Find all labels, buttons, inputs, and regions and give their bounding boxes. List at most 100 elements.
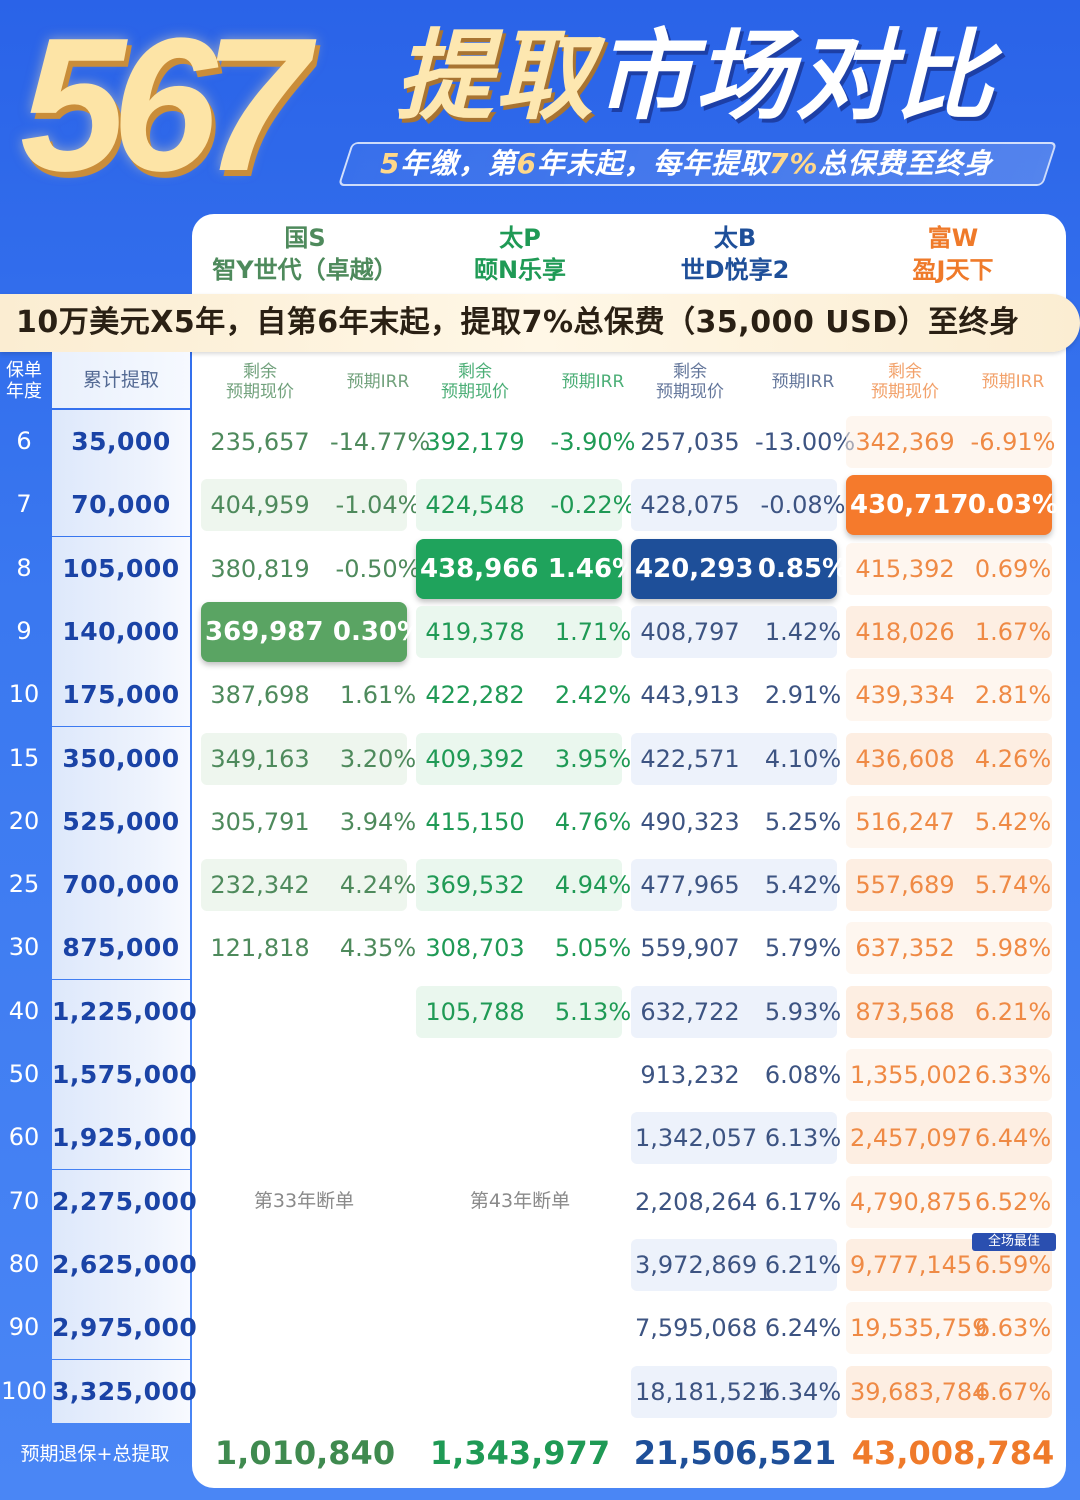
table-row: 7 70,000 404,959 -1.04% 424,548 -0.22% 428,075…: [0, 473, 1080, 537]
remain-value: 235,657: [210, 428, 310, 456]
irr-value: -3.90%: [550, 428, 636, 456]
table-row: 25 700,000 232,342 4.24% 369,532 4.94% 477,965…: [0, 853, 1080, 917]
remain-value: 387,698: [210, 681, 310, 710]
remain-value: 436,608: [855, 744, 955, 773]
irr-value: -0.08%: [760, 491, 846, 520]
irr-value: 6.17%: [764, 1187, 842, 1216]
remain-value: 873,568: [855, 997, 955, 1026]
row-stripe: [846, 605, 1052, 658]
row-stripe: [201, 859, 407, 912]
irr-value: -0.50%: [335, 554, 421, 583]
remain-header: 剩余 预期现价: [635, 362, 745, 406]
table-row: 20 525,000 305,791 3.94% 415,150 4.76% 490,323…: [0, 789, 1080, 853]
irr-value: 5.79%: [764, 934, 842, 963]
hero-number: 567: [20, 0, 309, 211]
row-year: 10: [8, 680, 40, 709]
row-stripe: [416, 605, 622, 658]
irr-value: 5.42%: [764, 871, 842, 900]
footer-total: 1,343,977: [429, 1434, 611, 1472]
irr-value: 5.74%: [974, 871, 1052, 900]
remain-value: 424,548: [425, 491, 525, 520]
row-cumulative: 3,325,000: [52, 1359, 197, 1423]
irr-value: 3.95%: [554, 744, 632, 773]
row-cumulative: 525,000: [52, 789, 190, 853]
irr-value: 4.24%: [339, 871, 417, 900]
hero-header: 567 提取市场对比 5年缴，第6年末起，每年提取7%总保费至终身: [0, 0, 1080, 215]
remain-header: 剩余 预期现价: [850, 362, 960, 406]
remain-value: 420,293: [635, 553, 754, 584]
remain-value: 913,232: [640, 1061, 740, 1089]
remain-header-line: 预期现价: [871, 382, 939, 402]
irr-value: 6.08%: [764, 1061, 842, 1089]
row-stripe: [416, 479, 622, 532]
row-stripe: [631, 479, 837, 532]
footer-total: 21,506,521: [633, 1434, 837, 1472]
remain-value: 9,777,145: [850, 1250, 973, 1279]
subtitle-part: 6: [516, 147, 537, 180]
remain-value: 516,247: [855, 807, 955, 836]
row-cumulative: 2,625,000: [52, 1232, 197, 1296]
remain-value: 415,392: [855, 554, 955, 583]
table-row: 30 875,000 121,818 4.35% 308,703 5.05% 559,907…: [0, 916, 1080, 980]
product-name: 智Y世代（卓越）: [212, 256, 398, 284]
row-stripe: [846, 985, 1052, 1038]
irr-value: 5.05%: [554, 934, 632, 963]
irr-value: 0.03%: [967, 490, 1059, 521]
footer-total: 43,008,784: [851, 1434, 1055, 1472]
row-cumulative: 35,000: [52, 410, 190, 473]
row-year: 60: [8, 1123, 40, 1152]
subtitle-part: 7%: [769, 147, 819, 180]
remain-value: 369,532: [425, 871, 525, 900]
highlight-box: [631, 538, 837, 599]
irr-value: 6.21%: [974, 997, 1052, 1026]
product-header: 国S 智Y世代（卓越）: [195, 222, 415, 294]
table-row: 9 140,000 369,987 0.30% 419,378 1.71% 408,797 1…: [0, 599, 1080, 663]
row-stripe: [846, 1112, 1052, 1165]
remain-value: 415,150: [425, 807, 525, 836]
row-stripe: [201, 479, 407, 532]
row-stripe: [631, 1238, 837, 1291]
irr-value: -14.77%: [330, 428, 431, 456]
subtitle-part: 5: [380, 147, 401, 180]
subtitle-part: 年缴，第: [400, 147, 517, 180]
product-company: 富W: [927, 224, 979, 252]
remain-value: 18,181,521: [635, 1377, 773, 1406]
row-cumulative: 875,000: [52, 916, 190, 980]
remain-header: 剩余 预期现价: [420, 362, 530, 406]
product-name: 世D悦享2: [680, 256, 790, 284]
irr-value: 6.13%: [764, 1124, 842, 1153]
remain-value: 369,987: [205, 616, 324, 647]
product-company: 国S: [284, 224, 326, 252]
row-year: 40: [8, 996, 40, 1025]
irr-value: 6.24%: [764, 1314, 842, 1343]
remain-value: 7,595,068: [635, 1314, 758, 1343]
row-cumulative: 1,225,000: [52, 979, 197, 1043]
remain-value: 39,683,784: [850, 1377, 988, 1406]
row-stripe: [846, 542, 1052, 595]
row-stripe: [416, 985, 622, 1038]
table-row: 50 1,575,000 913,232 6.08% 1,355,002 6.33%: [0, 1043, 1080, 1106]
irr-value: 6.67%: [974, 1377, 1052, 1406]
row-stripe: [846, 732, 1052, 785]
row-year: 25: [8, 870, 40, 899]
remain-value: 3,972,869: [635, 1250, 758, 1279]
irr-value: 0.30%: [332, 616, 424, 647]
table-row: 90 2,975,000 7,595,068 6.24% 19,535,759 6.63%: [0, 1296, 1080, 1360]
remain-value: 443,913: [640, 681, 740, 710]
table-row: 15 350,000 349,163 3.20% 409,392 3.95% 422,571…: [0, 726, 1080, 790]
irr-value: 2.91%: [764, 681, 842, 710]
irr-value: 5.25%: [764, 807, 842, 836]
row-year: 9: [16, 616, 32, 645]
row-cumulative: 1,575,000: [52, 1043, 197, 1106]
remain-value: 430,717: [850, 490, 969, 521]
hero-title-white: 市场对比: [595, 20, 996, 134]
table-row: 6 35,000 235,657 -14.77% 392,179 -3.90% 257,03…: [0, 410, 1080, 473]
remain-value: 418,026: [855, 617, 955, 646]
table-row: 70 2,275,000 2,208,264 6.17% 4,790,875 6.52%: [0, 1169, 1080, 1233]
footer-total: 1,010,840: [214, 1434, 396, 1472]
cumulative-header: 累计提取: [52, 352, 190, 408]
irr-value: 5.42%: [974, 807, 1052, 836]
row-stripe: [846, 922, 1052, 975]
year-header: 保单 年度: [0, 360, 48, 402]
row-stripe: [846, 1302, 1052, 1355]
